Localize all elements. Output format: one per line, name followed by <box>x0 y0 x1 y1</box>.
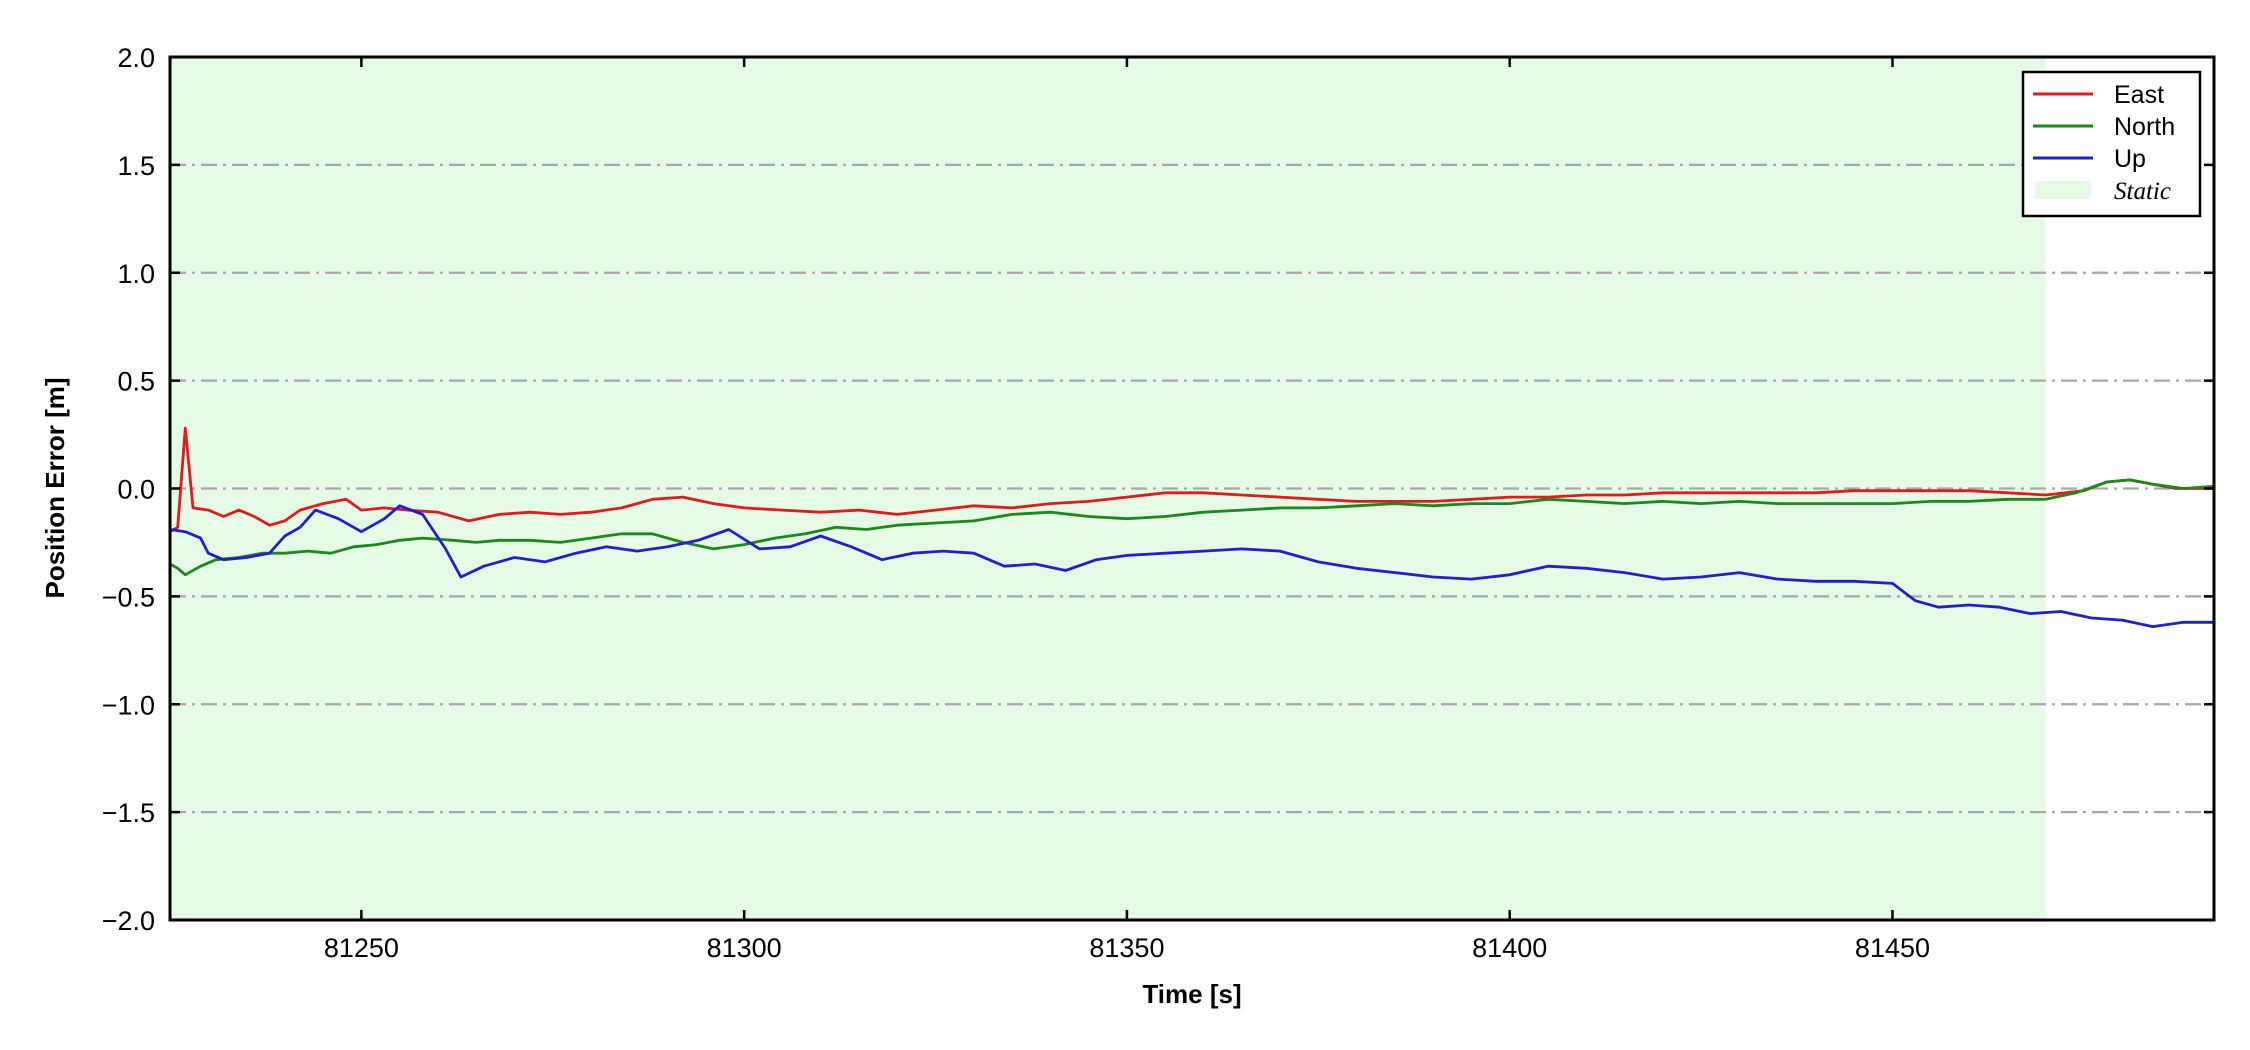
x-tick-label: 81300 <box>707 933 782 963</box>
y-tick-label: 1.0 <box>117 259 155 289</box>
series-line-east <box>168 426 2216 534</box>
legend-label-east: East <box>2114 81 2164 109</box>
y-tick-label: −2.0 <box>102 906 155 936</box>
legend-label-up: Up <box>2114 145 2146 173</box>
y-tick-label: −1.5 <box>102 798 155 828</box>
series-lines <box>168 426 2216 628</box>
series-line-north <box>168 478 2216 577</box>
legend-swatch-static <box>2035 181 2091 199</box>
y-tick-label: 2.0 <box>117 43 155 73</box>
y-axis-ticks: 2.0 1.5 1.0 0.5 0.0 −0.5 −1.0 −1.5 −2.0 <box>102 43 2214 936</box>
x-tick-label: 81400 <box>1472 933 1547 963</box>
x-axis-ticks: 81250 81300 81350 81400 81450 <box>324 57 1930 963</box>
x-tick-label: 81450 <box>1855 933 1930 963</box>
y-tick-label: 1.5 <box>117 151 155 181</box>
x-axis-title: Time [s] <box>1142 979 1241 1009</box>
y-axis-title: Position Error [m] <box>40 377 70 598</box>
legend-items: East North Up Static <box>2033 81 2175 205</box>
y-tick-label: −1.0 <box>102 690 155 720</box>
legend-label-static: Static <box>2114 178 2171 205</box>
y-tick-label: 0.5 <box>117 367 155 397</box>
legend-label-north: North <box>2114 113 2175 141</box>
y-tick-label: 0.0 <box>117 475 155 505</box>
legend: East North Up Static <box>2021 70 2202 218</box>
x-tick-label: 81250 <box>324 933 399 963</box>
x-tick-label: 81350 <box>1089 933 1164 963</box>
y-tick-label: −0.5 <box>102 582 155 612</box>
series-line-up <box>168 504 2216 628</box>
